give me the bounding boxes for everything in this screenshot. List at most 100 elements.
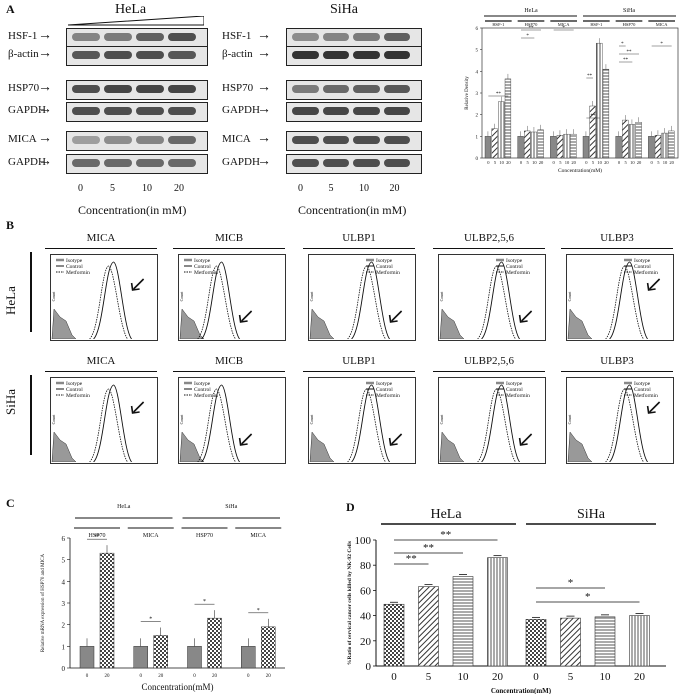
blot-band <box>292 51 319 59</box>
subgroup-label: HSP70 <box>525 22 539 27</box>
blot-band <box>292 33 319 41</box>
metformin-curve <box>347 265 386 339</box>
blot-band <box>104 85 132 93</box>
legend-label: Isotype <box>506 381 523 387</box>
isotype-peak <box>439 431 465 462</box>
y-axis-label: Relative mRNA expression of HSP70 and MI… <box>41 553 46 652</box>
blot-band <box>72 107 100 115</box>
blot-concentration-label: 5 <box>328 183 334 194</box>
bar <box>635 122 642 159</box>
x-tick-label: 20 <box>105 674 111 679</box>
arrow-icon <box>388 314 398 323</box>
legend-label: Metformin <box>194 392 218 399</box>
bar <box>484 136 492 159</box>
subgroup-label: HSP70 <box>623 22 637 27</box>
blot-concentration-label: 5 <box>110 183 115 194</box>
panel-b-letter: B <box>6 218 15 232</box>
arrow-icon <box>130 282 140 291</box>
bar <box>261 626 276 669</box>
arrow-icon: → <box>257 131 271 146</box>
y-axis-label: Count <box>309 414 314 425</box>
blot-band <box>168 136 196 144</box>
x-tick-label: 10 <box>630 160 635 165</box>
significance-label: * <box>562 26 565 31</box>
bar <box>491 128 498 159</box>
isotype-peak <box>51 308 77 339</box>
bar <box>525 619 547 667</box>
blot-band <box>168 51 196 59</box>
blot-band <box>322 51 349 59</box>
x-tick-label: 10 <box>600 671 612 683</box>
blot-band <box>292 159 319 167</box>
blot-band <box>322 136 349 144</box>
blot-band <box>353 136 380 144</box>
x-tick-label: 0 <box>533 671 539 683</box>
flow-title-rule <box>45 248 157 249</box>
x-tick-label: 0 <box>651 160 654 165</box>
significance-label: ** <box>94 534 100 540</box>
flow-marker-title: ULBP3 <box>600 355 634 367</box>
arrow-icon <box>521 310 533 322</box>
blot-band <box>72 159 100 167</box>
bar <box>563 133 570 159</box>
arrow-icon <box>518 437 528 446</box>
legend-label: Isotype <box>376 381 393 387</box>
legend-label: Control <box>506 387 523 393</box>
significance-label: ** <box>623 58 629 63</box>
flow-title-rule <box>561 371 673 372</box>
arrow-icon <box>241 433 253 445</box>
group-label: SiHa <box>225 504 237 510</box>
flow-marker-title: MICA <box>86 355 116 367</box>
significance-label: * <box>660 42 663 47</box>
blot-band <box>353 107 380 115</box>
control-curve <box>351 261 390 339</box>
control-curve <box>609 384 648 462</box>
arrow-icon: → <box>38 102 52 117</box>
legend-label: Isotype <box>634 381 651 387</box>
flow-marker-title: MICB <box>214 232 244 244</box>
control-curve <box>93 261 132 339</box>
significance-label: ** <box>529 26 535 31</box>
y-tick-label: 40 <box>360 611 372 623</box>
blot-row-label: HSF-1 <box>8 30 38 42</box>
bar <box>487 557 508 667</box>
y-axis-label: Count <box>179 291 184 302</box>
arrow-icon: → <box>38 46 52 61</box>
blot-band <box>136 85 164 93</box>
blot-row-label: β-actin <box>222 48 253 60</box>
blot-band <box>292 107 319 115</box>
significance-label: * <box>568 577 574 589</box>
flow-marker-title: MICA <box>86 232 116 244</box>
arrow-icon <box>649 401 661 413</box>
arrow-icon <box>521 433 533 445</box>
significance-label: * <box>526 34 529 39</box>
legend-label: Isotype <box>194 258 211 264</box>
blot-band <box>353 85 380 93</box>
group-label: HeLa <box>430 507 462 522</box>
legend-label: Metformin <box>376 269 400 276</box>
x-tick-label: 5 <box>426 671 432 683</box>
bar <box>594 616 616 667</box>
blot-band <box>292 85 319 93</box>
isotype-peak <box>179 431 205 462</box>
arrow-icon <box>646 282 656 291</box>
x-tick-label: 20 <box>506 160 511 165</box>
isotype-peak <box>179 308 205 339</box>
legend-label: Isotype <box>634 258 651 264</box>
significance-label: ** <box>406 553 417 565</box>
blot-band <box>72 51 100 59</box>
hela-row-bar <box>30 252 32 332</box>
y-tick-label: 1 <box>62 643 66 651</box>
x-tick-label: 5 <box>527 160 530 165</box>
flow-title-rule <box>303 371 415 372</box>
arrow-icon <box>391 433 403 445</box>
blot-band <box>136 159 164 167</box>
metformin-curve <box>605 265 644 339</box>
bar <box>418 586 439 667</box>
significance-label: ** <box>440 529 451 541</box>
